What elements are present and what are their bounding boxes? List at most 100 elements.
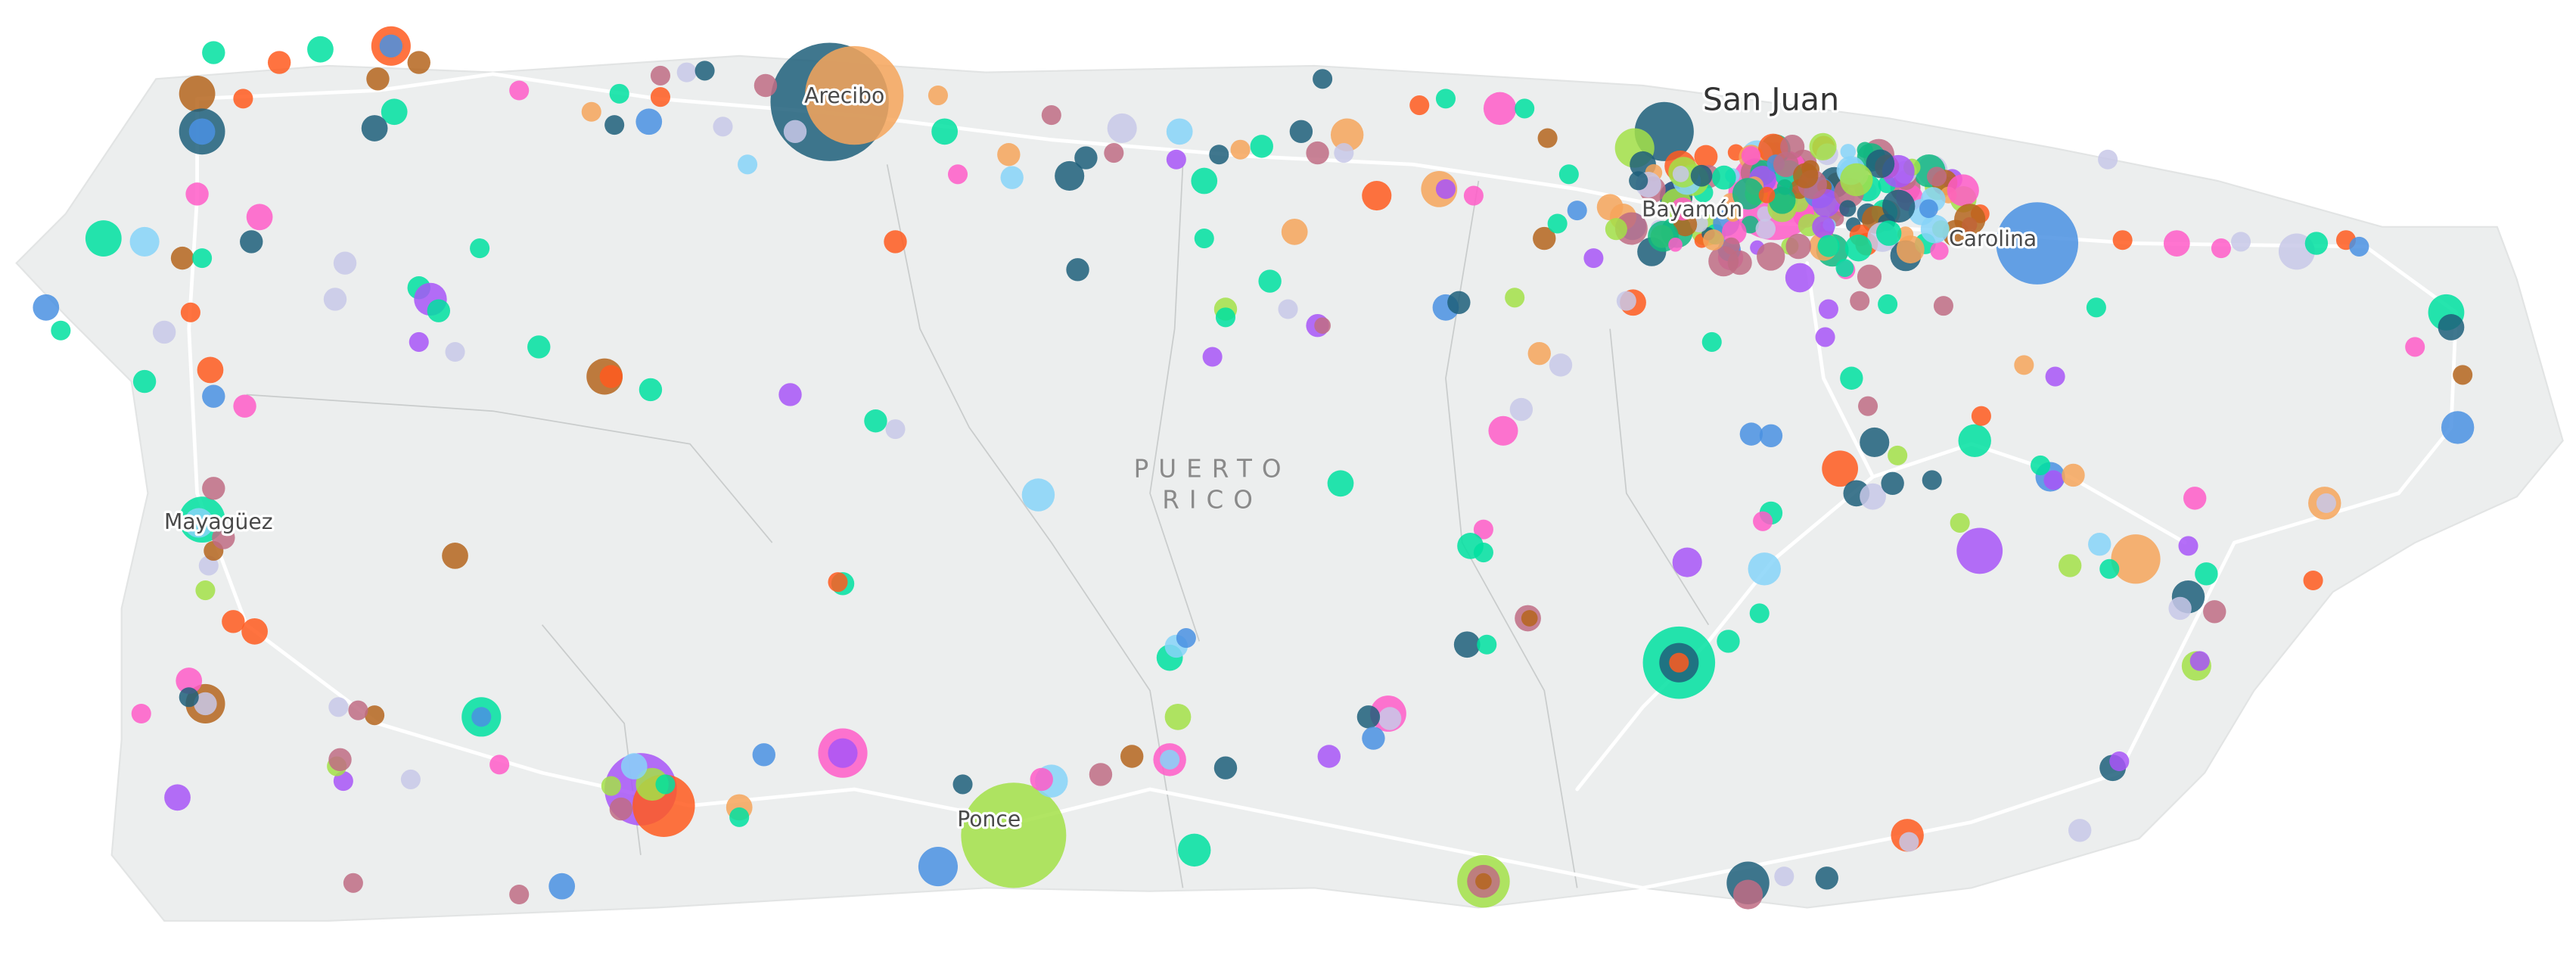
- location-bubble: [1956, 527, 2003, 574]
- location-bubble: [961, 782, 1067, 888]
- location-bubble: [928, 85, 948, 106]
- location-bubble: [1755, 219, 1776, 239]
- location-bubble: [1055, 160, 1085, 191]
- location-bubble: [489, 754, 510, 775]
- location-bubble: [1958, 424, 1991, 458]
- location-bubble: [328, 697, 349, 717]
- location-bubble: [1202, 347, 1223, 367]
- location-bubble: [2303, 570, 2323, 591]
- location-bubble: [1176, 628, 1196, 649]
- location-bubble: [1748, 552, 1781, 586]
- location-bubble: [379, 34, 403, 58]
- location-bubble: [1409, 95, 1430, 116]
- location-bubble: [1435, 179, 1456, 199]
- location-bubble: [1899, 832, 1919, 852]
- location-bubble: [2058, 554, 2082, 577]
- location-bubble: [729, 807, 750, 827]
- location-bubble: [333, 771, 353, 792]
- location-bubble: [1378, 707, 1402, 730]
- location-bubble: [400, 769, 421, 789]
- location-bubble: [1888, 445, 1908, 465]
- location-bubble: [952, 774, 973, 795]
- location-bubble: [738, 154, 758, 175]
- location-bubble: [185, 182, 209, 206]
- location-bubble: [184, 508, 214, 538]
- location-bubble: [1774, 866, 1794, 887]
- location-bubble: [1191, 167, 1218, 194]
- location-bubble: [609, 83, 629, 104]
- location-bubble: [2163, 230, 2190, 257]
- location-bubble: [246, 204, 273, 231]
- location-bubble: [1757, 242, 1785, 271]
- location-bubble: [1030, 767, 1053, 792]
- location-bubble: [1194, 229, 1214, 249]
- location-bubble: [1605, 218, 1627, 241]
- location-bubble: [233, 394, 256, 418]
- location-bubble: [1793, 163, 1819, 188]
- location-bubble: [192, 248, 213, 269]
- location-bubble: [1703, 229, 1724, 250]
- location-bubble: [885, 419, 906, 440]
- location-bubble: [884, 230, 907, 254]
- location-bubble: [1537, 128, 1558, 148]
- location-bubble: [1711, 165, 1736, 190]
- location-bubble: [1858, 396, 1878, 416]
- location-bubble: [1920, 214, 1950, 244]
- location-bubble: [655, 774, 676, 795]
- location-bubble: [1933, 296, 1953, 316]
- location-bubble: [1629, 171, 1648, 191]
- location-bubble: [1278, 299, 1298, 319]
- location-bubble: [635, 108, 663, 135]
- location-bubble: [2168, 596, 2192, 621]
- location-bubble: [1475, 873, 1492, 890]
- location-bubble: [609, 797, 633, 821]
- location-bubble: [676, 62, 697, 82]
- location-bubble: [1930, 241, 1949, 260]
- location-bubble: [604, 115, 625, 135]
- location-bubble: [694, 61, 715, 81]
- location-bubble: [152, 320, 176, 344]
- location-bubble: [1708, 246, 1739, 277]
- location-bubble: [864, 409, 887, 433]
- city-label: Carolina: [1949, 226, 2037, 251]
- location-bubble: [1850, 291, 1870, 311]
- location-bubble: [197, 356, 224, 384]
- location-bubble: [2316, 493, 2336, 513]
- location-bubble: [1583, 248, 1604, 269]
- location-bubble: [1463, 185, 1484, 206]
- location-bubble: [1041, 105, 1061, 126]
- location-bubble: [365, 705, 385, 726]
- location-bubble: [2230, 232, 2251, 252]
- location-bubble: [581, 101, 601, 122]
- location-bubble: [2405, 337, 2425, 357]
- location-bubble: [212, 526, 235, 549]
- location-bubble: [1314, 317, 1331, 334]
- location-bubble: [2068, 819, 2092, 842]
- location-bubble: [752, 743, 775, 767]
- location-bubble: [2098, 149, 2118, 170]
- location-bubble: [1860, 483, 1886, 510]
- location-bubble: [180, 302, 200, 322]
- location-bubble: [2438, 314, 2465, 341]
- location-bubble: [650, 87, 670, 107]
- border: [886, 164, 1184, 888]
- location-bubble: [1758, 186, 1776, 204]
- location-bubble: [1327, 470, 1354, 497]
- location-bubble: [931, 118, 959, 145]
- location-bubble: [202, 477, 225, 500]
- location-bubble: [1533, 226, 1556, 250]
- location-bubble: [2014, 355, 2034, 375]
- location-bubble: [601, 776, 621, 796]
- location-bubble: [1947, 174, 1979, 207]
- location-bubble: [548, 873, 576, 900]
- location-bubble: [1160, 749, 1180, 770]
- location-bubble: [778, 383, 802, 406]
- location-bubble: [2112, 230, 2133, 250]
- location-bubble: [195, 580, 216, 601]
- location-bubble: [1289, 120, 1313, 144]
- location-bubble: [918, 847, 959, 887]
- location-bubble: [366, 67, 390, 91]
- location-bubble: [1732, 879, 1763, 910]
- location-bubble: [1670, 197, 1695, 221]
